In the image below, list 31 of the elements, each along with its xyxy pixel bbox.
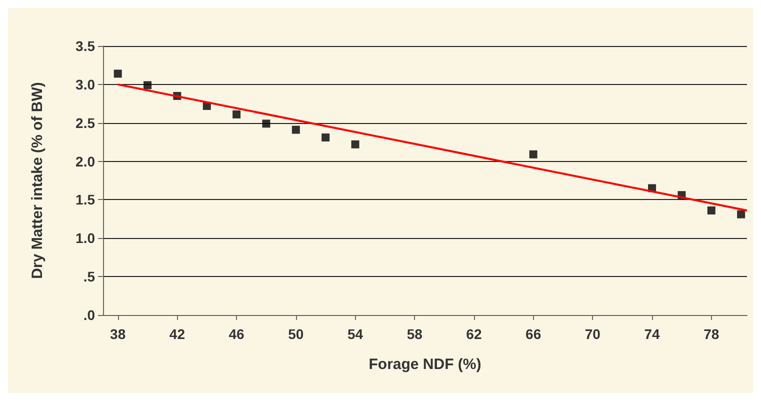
x-tick-label: 70 [584, 326, 601, 342]
x-tick-label: 46 [228, 326, 245, 342]
x-tick-label: 66 [526, 326, 542, 342]
y-tick-label: 2.0 [76, 153, 96, 170]
y-axis-title: Dry Matter intake (% of BW) [29, 82, 46, 279]
point [322, 133, 330, 142]
point [144, 81, 152, 90]
y-tick-label: 1.0 [76, 230, 96, 246]
x-axis-title: Forage NDF (%) [368, 356, 482, 373]
x-tick-label: 58 [406, 326, 423, 342]
point [737, 210, 746, 218]
x-tick-label: 50 [288, 326, 304, 342]
point [707, 206, 716, 214]
point [262, 120, 270, 128]
point [292, 126, 300, 134]
point [351, 140, 360, 148]
x-tick-label: 62 [466, 326, 482, 342]
y-tick-label: .5 [83, 268, 96, 285]
y-tick-label: 3.5 [76, 38, 96, 54]
point [114, 70, 122, 78]
y-tick-label: 1.5 [76, 192, 96, 208]
x-tick-label: 38 [110, 326, 126, 342]
x-tick-label: 54 [347, 326, 364, 342]
y-tick-label: .0 [83, 307, 96, 323]
y-tick-label: 2.5 [76, 114, 96, 131]
x-tick-label: 42 [169, 326, 186, 342]
y-tick-label: 3.0 [76, 76, 96, 92]
x-tick-label: 78 [704, 326, 720, 342]
point [232, 110, 241, 118]
point [529, 150, 538, 158]
x-tick-label: 74 [644, 326, 660, 342]
